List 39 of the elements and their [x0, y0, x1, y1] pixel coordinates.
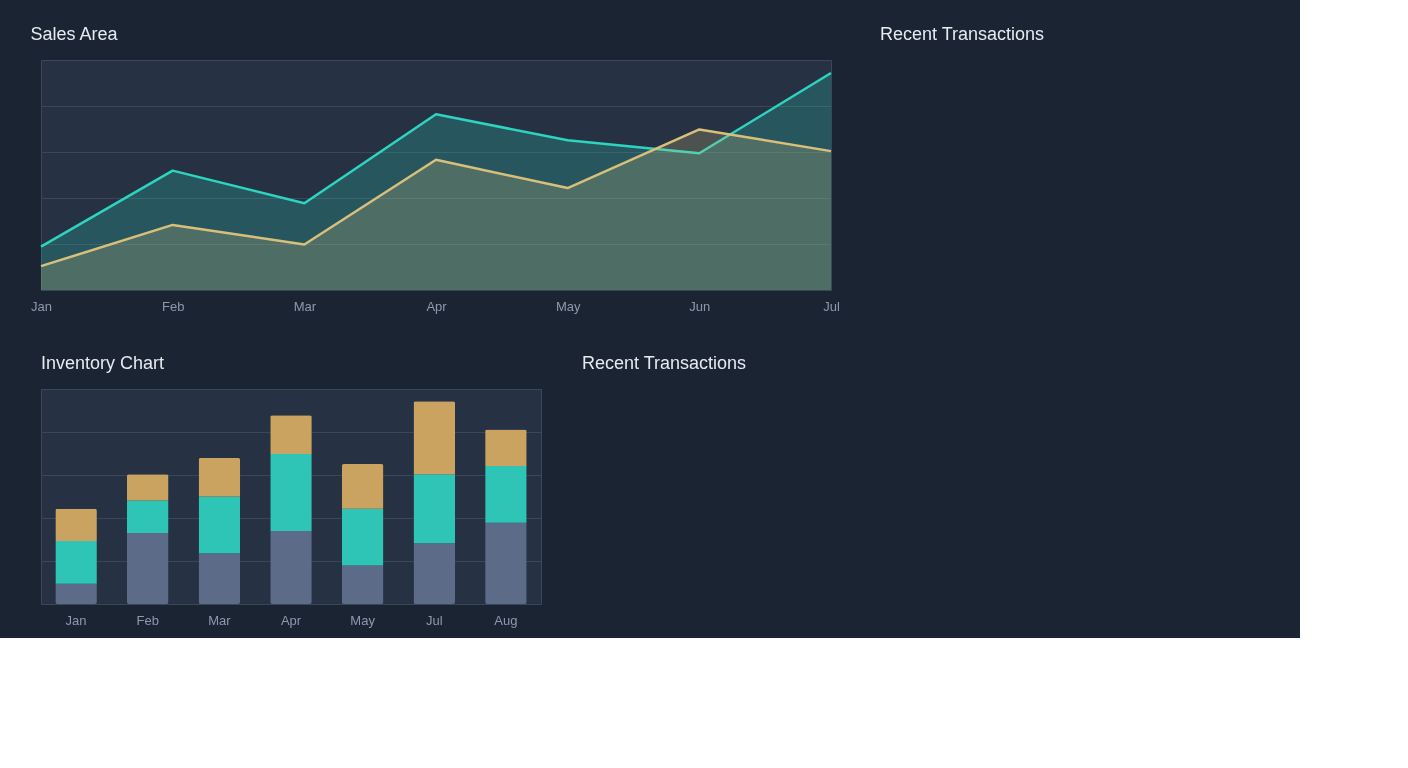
bar	[413, 543, 456, 604]
x-tick-label: Jul	[823, 298, 840, 314]
bar	[341, 565, 384, 604]
text: Recent Transactions	[582, 353, 747, 373]
bar	[485, 522, 527, 604]
x-tick-label: Feb	[161, 298, 185, 314]
x-tick-label: Jan	[31, 298, 52, 314]
bar	[270, 453, 312, 531]
bar	[126, 474, 169, 501]
bar	[413, 401, 456, 475]
bar	[341, 464, 384, 509]
bar	[126, 533, 169, 604]
x-tick-label: Aug	[494, 612, 518, 628]
bar	[198, 457, 241, 497]
x-tick-label: Feb	[136, 612, 159, 628]
bar	[485, 429, 527, 467]
bar	[413, 474, 456, 544]
bar	[55, 508, 97, 542]
bar	[198, 553, 241, 604]
x-tick-label: Mar	[208, 612, 232, 628]
bar	[55, 541, 97, 584]
x-tick-label: Apr	[280, 612, 302, 628]
bar	[270, 530, 312, 604]
x-tick-label: Jan	[65, 612, 87, 628]
x-tick-label: Jul	[425, 612, 443, 628]
text: Recent Transactions	[880, 24, 1045, 44]
bar	[341, 508, 384, 566]
x-tick-label: May	[350, 612, 376, 628]
bar	[198, 496, 241, 554]
bar	[270, 415, 312, 454]
x-tick-label: Jun	[689, 298, 711, 314]
bar	[485, 466, 527, 523]
x-tick-label: Mar	[293, 298, 317, 314]
x-tick-label: May	[555, 298, 581, 314]
chart-title: Sales Area	[30, 24, 119, 44]
chart-title: Inventory Chart	[41, 353, 165, 373]
x-tick-label: Apr	[426, 298, 448, 314]
bar	[55, 583, 97, 604]
bar	[126, 500, 169, 534]
